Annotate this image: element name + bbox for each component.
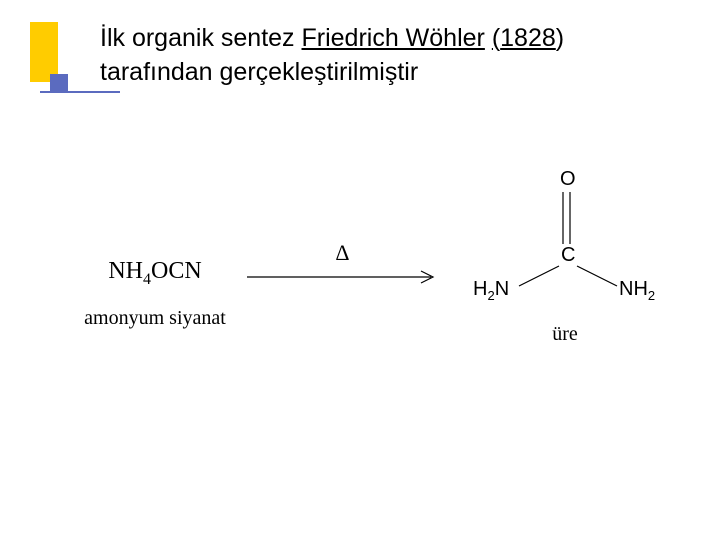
- atom-sub: 2: [487, 288, 494, 303]
- title-prefix: İlk organik sentez: [100, 24, 302, 52]
- product-label: üre: [465, 323, 665, 346]
- product-block: O C H2N NH2 üre: [465, 170, 665, 346]
- title-name: Friedrich Wöhler: [302, 24, 485, 52]
- reaction-scheme: NH4OCN amonyum siyanat Δ O C H2N: [70, 200, 670, 400]
- decor-bar: [30, 22, 58, 82]
- atom-part: H: [473, 278, 487, 300]
- title-space: [485, 24, 492, 52]
- atom-o: O: [560, 168, 576, 191]
- atom-nh2-right: NH2: [619, 278, 655, 303]
- slide-title: İlk organik sentez Friedrich Wöhler (182…: [100, 22, 690, 90]
- urea-structure: O C H2N NH2: [465, 170, 665, 315]
- formula-sub: 4: [143, 271, 151, 288]
- title-line-2: tarafından gerçekleştirilmiştir: [100, 56, 690, 90]
- reactant-block: NH4OCN amonyum siyanat: [70, 258, 240, 330]
- formula-part: OCN: [151, 258, 202, 284]
- formula-part: NH: [108, 258, 143, 284]
- title-open-paren: (: [492, 24, 500, 52]
- reaction-arrow-block: Δ: [245, 240, 440, 286]
- reactant-formula: NH4OCN: [70, 258, 240, 289]
- atom-c: C: [561, 244, 575, 267]
- reactant-label: amonyum siyanat: [70, 307, 240, 330]
- atom-sub: 2: [648, 288, 655, 303]
- reaction-arrow-icon: [245, 268, 440, 286]
- delta-symbol: Δ: [245, 240, 440, 266]
- atom-nh2-left: H2N: [473, 278, 509, 303]
- title-year: 1828: [500, 24, 556, 52]
- title-line-1: İlk organik sentez Friedrich Wöhler (182…: [100, 22, 690, 56]
- atom-part: NH: [619, 278, 648, 300]
- title-close-paren: ): [556, 24, 564, 52]
- decor-square: [50, 74, 68, 92]
- atom-part: N: [495, 278, 509, 300]
